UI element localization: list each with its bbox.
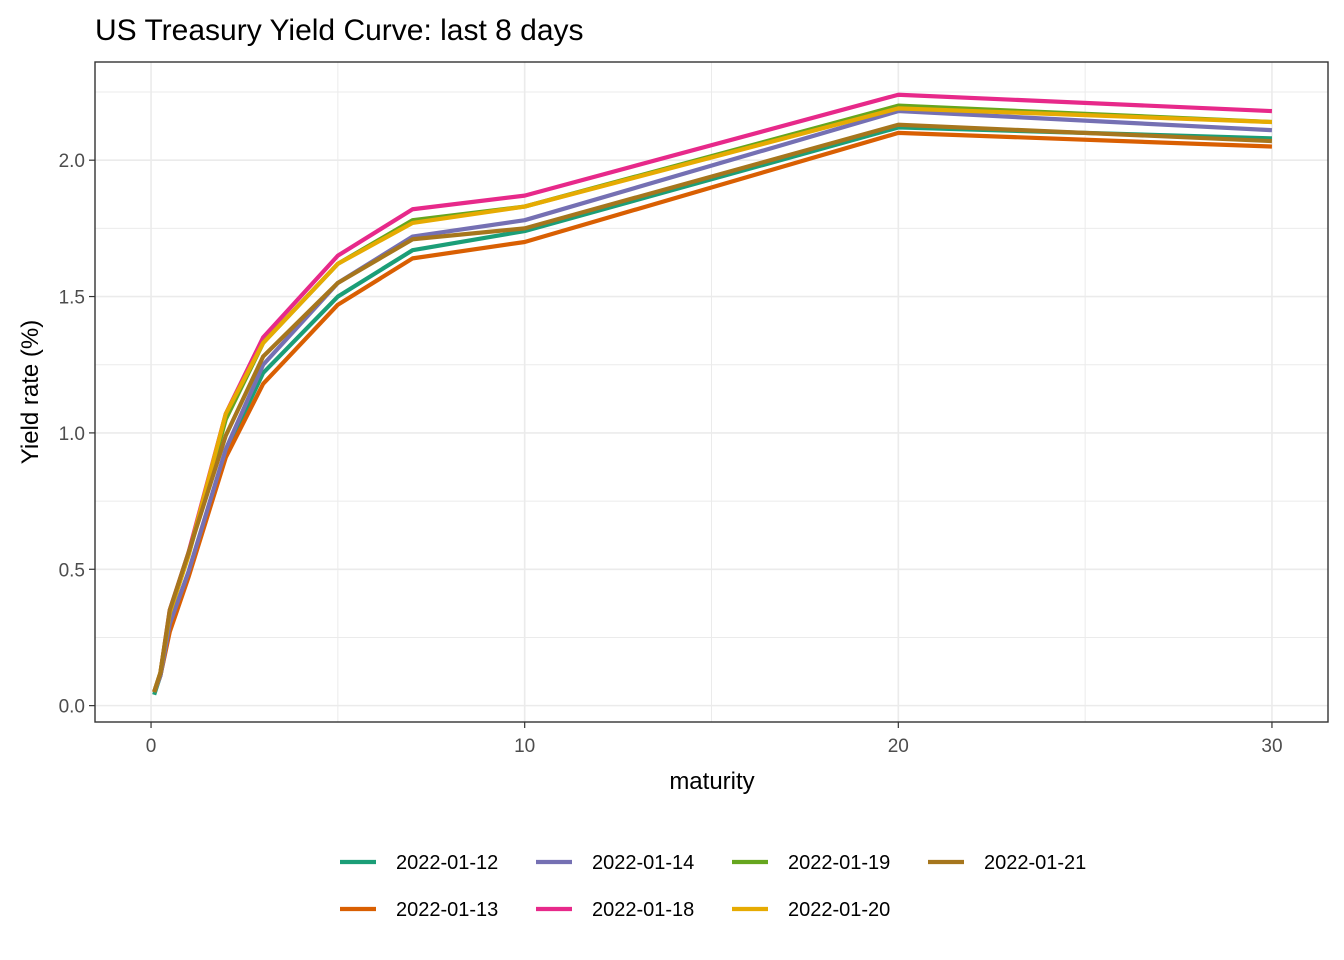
legend-label-2022-01-18: 2022-01-18	[592, 899, 694, 921]
x-axis-title: maturity	[669, 768, 754, 795]
y-tick-label: 0.5	[59, 560, 85, 581]
y-tick-label: 1.0	[59, 424, 85, 445]
plot-border	[94, 61, 1329, 723]
x-tick-label: 20	[888, 736, 909, 757]
plot-area: 0 10 20 30 0.0 0.5 1.0 1.5 2.0	[59, 61, 1329, 757]
legend-label-2022-01-20: 2022-01-20	[788, 899, 890, 921]
y-tick-label: 1.5	[59, 288, 85, 309]
legend-label-2022-01-19: 2022-01-19	[788, 852, 890, 874]
chart-title: US Treasury Yield Curve: last 8 days	[95, 14, 584, 47]
x-tick-label: 0	[146, 736, 157, 757]
series-line-2022-01-19	[152, 103, 1273, 693]
x-tick-label: 30	[1261, 736, 1282, 757]
y-tick-label: 0.0	[59, 697, 85, 718]
series-line-2022-01-12	[152, 125, 1273, 696]
y-tick-label: 2.0	[59, 151, 85, 172]
x-tick-label: 10	[514, 736, 535, 757]
legend-label-2022-01-21: 2022-01-21	[984, 852, 1086, 874]
y-axis-title: Yield rate (%)	[17, 320, 44, 465]
legend-label-2022-01-13: 2022-01-13	[396, 899, 498, 921]
series-line-2022-01-20	[152, 106, 1273, 693]
legend-label-2022-01-14: 2022-01-14	[592, 852, 694, 874]
legend-label-2022-01-12: 2022-01-12	[396, 852, 498, 874]
series-line-2022-01-21	[152, 122, 1273, 693]
series-line-2022-01-13	[152, 130, 1273, 693]
series-line-2022-01-14	[152, 108, 1273, 693]
series-line-2022-01-18	[152, 92, 1273, 693]
legend: 2022-01-12 2022-01-14 2022-01-19 2022-01-21…	[340, 852, 1086, 921]
